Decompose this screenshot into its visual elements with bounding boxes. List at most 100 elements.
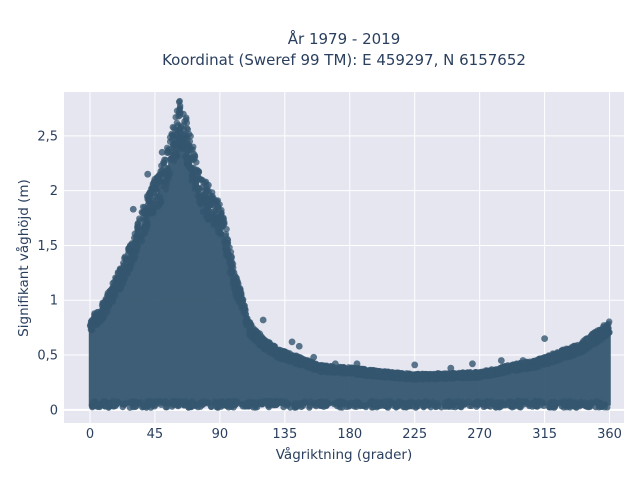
data-point [184, 135, 191, 143]
data-point [570, 348, 577, 355]
data-point [163, 181, 171, 188]
data-point [126, 265, 133, 272]
data-point [605, 325, 612, 332]
data-point [264, 347, 272, 354]
data-point [127, 399, 135, 407]
data-point [273, 401, 280, 408]
x-tick-label: 45 [147, 427, 164, 442]
data-point [136, 215, 143, 222]
data-point [213, 203, 221, 210]
data-point [205, 208, 212, 216]
data-point [202, 398, 209, 406]
data-point [229, 262, 236, 270]
data-point [597, 333, 604, 341]
data-point [204, 215, 212, 222]
data-point [296, 400, 303, 407]
x-tick-label: 0 [86, 427, 94, 442]
x-tick-labels: 0 45 90 135 180 225 270 315 360 [86, 427, 622, 442]
data-point [479, 399, 487, 407]
y-tick-label: 1 [50, 294, 58, 309]
y-axis-title: Signifikant våghöjd (m) [16, 179, 32, 337]
data-point [288, 355, 296, 362]
data-point [177, 125, 184, 132]
data-point [531, 397, 539, 405]
data-point [102, 310, 109, 317]
data-point [250, 404, 257, 411]
data-point [260, 398, 267, 405]
data-point [117, 285, 124, 292]
data-point [134, 223, 141, 230]
data-point [452, 403, 459, 411]
outlier-point [259, 316, 267, 324]
data-point [284, 402, 291, 409]
data-point [247, 323, 255, 330]
data-point [467, 369, 474, 377]
data-point [256, 338, 263, 346]
data-point [229, 268, 236, 275]
data-point [600, 326, 607, 333]
data-point [496, 404, 503, 411]
outlier-point [204, 181, 212, 189]
data-point [229, 277, 237, 284]
outlier-point [158, 148, 166, 156]
data-point [345, 365, 352, 373]
data-point [307, 363, 314, 371]
data-point [251, 398, 259, 406]
data-point [180, 400, 187, 408]
data-point [480, 371, 487, 378]
x-tick-label: 270 [467, 427, 492, 442]
data-point [162, 398, 170, 405]
data-point [120, 259, 127, 267]
data-point [187, 164, 195, 172]
data-point [362, 366, 369, 374]
outlier-point [144, 170, 152, 178]
outlier-point [541, 335, 549, 343]
data-point [513, 367, 521, 374]
data-point [316, 401, 324, 409]
data-point [97, 312, 104, 320]
data-point [186, 144, 194, 152]
data-point [196, 196, 204, 203]
data-point [583, 403, 591, 410]
data-point [219, 222, 227, 229]
data-point [176, 102, 184, 110]
data-point [197, 403, 204, 410]
x-axis-title: Vågriktning (grader) [275, 447, 413, 463]
data-point [554, 356, 562, 364]
data-point [156, 193, 164, 201]
data-point [576, 348, 583, 355]
data-point [181, 118, 188, 125]
data-point [268, 400, 275, 407]
data-point [161, 156, 168, 163]
data-point [435, 402, 442, 410]
outlier-point [411, 361, 419, 369]
data-point [472, 399, 479, 406]
data-point [279, 352, 287, 359]
data-point [114, 398, 121, 405]
data-point [278, 399, 286, 406]
y-tick-label: 0 [50, 403, 58, 418]
data-point [216, 216, 223, 224]
data-point [541, 356, 548, 364]
data-point [158, 401, 165, 408]
y-tick-label: 1,5 [37, 239, 58, 254]
data-point [307, 398, 314, 405]
outlier-point [584, 335, 592, 343]
data-point [94, 400, 101, 408]
data-point [150, 189, 158, 196]
data-point [216, 400, 223, 408]
data-point [225, 397, 232, 405]
outlier-point [447, 364, 455, 372]
data-point [242, 311, 249, 318]
outlier-point [223, 242, 231, 249]
data-point [377, 399, 385, 407]
data-point [235, 280, 242, 288]
x-tick-label: 180 [337, 427, 362, 442]
data-point [370, 404, 377, 411]
data-point [143, 218, 151, 225]
data-point [472, 369, 479, 376]
data-point [91, 310, 98, 317]
data-point [514, 397, 522, 405]
